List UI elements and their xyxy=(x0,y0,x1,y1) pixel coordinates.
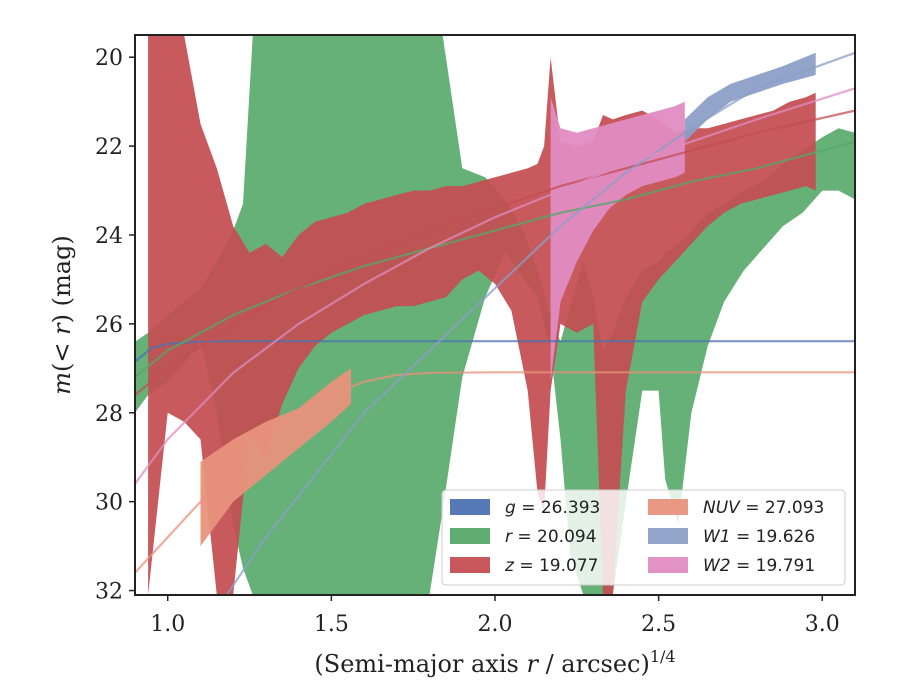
y-tick-label: 24 xyxy=(95,224,123,249)
legend-label-w2: W2 = 19.791 xyxy=(703,556,815,576)
x-tick-label: 1.5 xyxy=(314,612,349,637)
y-tick-label: 30 xyxy=(95,491,123,516)
model-lines-layer xyxy=(135,51,855,595)
legend-label-nuv: NUV = 27.093 xyxy=(703,498,824,518)
y-tick-label: 28 xyxy=(95,402,123,427)
model-line-r xyxy=(135,140,855,379)
x-tick-label: 2.5 xyxy=(641,612,676,637)
x-tick-label: 2.0 xyxy=(478,612,513,637)
x-axis-label: (Semi-major axis r / arcsec)1/4 xyxy=(314,647,675,678)
y-tick-label: 22 xyxy=(95,135,123,160)
band-w1 xyxy=(684,52,816,142)
x-axis-ticks: 1.0 1.5 2.0 2.5 3.0 xyxy=(150,595,840,637)
legend-label-z: z = 19.077 xyxy=(504,556,598,576)
y-tick-label: 26 xyxy=(95,313,123,338)
legend-label-g: g = 26.393 xyxy=(505,498,600,518)
legend-swatch-w2 xyxy=(648,557,688,573)
legend-swatch-w1 xyxy=(648,528,688,544)
model-line-w2 xyxy=(135,87,855,485)
x-tick-label: 1.0 xyxy=(150,612,185,637)
y-tick-label: 20 xyxy=(95,46,123,71)
legend-box xyxy=(441,489,846,586)
legend-swatch-r xyxy=(450,528,490,544)
legend-swatch-z xyxy=(450,557,490,573)
y-axis-ticks: 20 22 24 26 28 30 32 xyxy=(95,46,135,605)
model-line-g xyxy=(135,340,855,363)
model-line-nuv xyxy=(135,371,855,574)
band-r xyxy=(135,35,855,595)
band-nuv xyxy=(200,368,351,547)
legend: g = 26.393 r = 20.094 z = 19.077 NUV = 27.0… xyxy=(441,489,846,586)
x-tick-label: 3.0 xyxy=(805,612,840,637)
legend-swatch-nuv xyxy=(648,499,688,515)
legend-label-r: r = 20.094 xyxy=(505,527,597,547)
y-axis-label: m(< r) (mag) xyxy=(48,235,76,395)
y-tick-label: 32 xyxy=(95,580,123,605)
model-line-w1 xyxy=(225,51,855,595)
legend-swatch-g xyxy=(450,499,490,515)
legend-label-w1: W1 = 19.626 xyxy=(703,527,815,547)
bands-layer xyxy=(135,35,855,595)
model-line-z xyxy=(135,109,855,396)
band-w2 xyxy=(550,97,685,382)
